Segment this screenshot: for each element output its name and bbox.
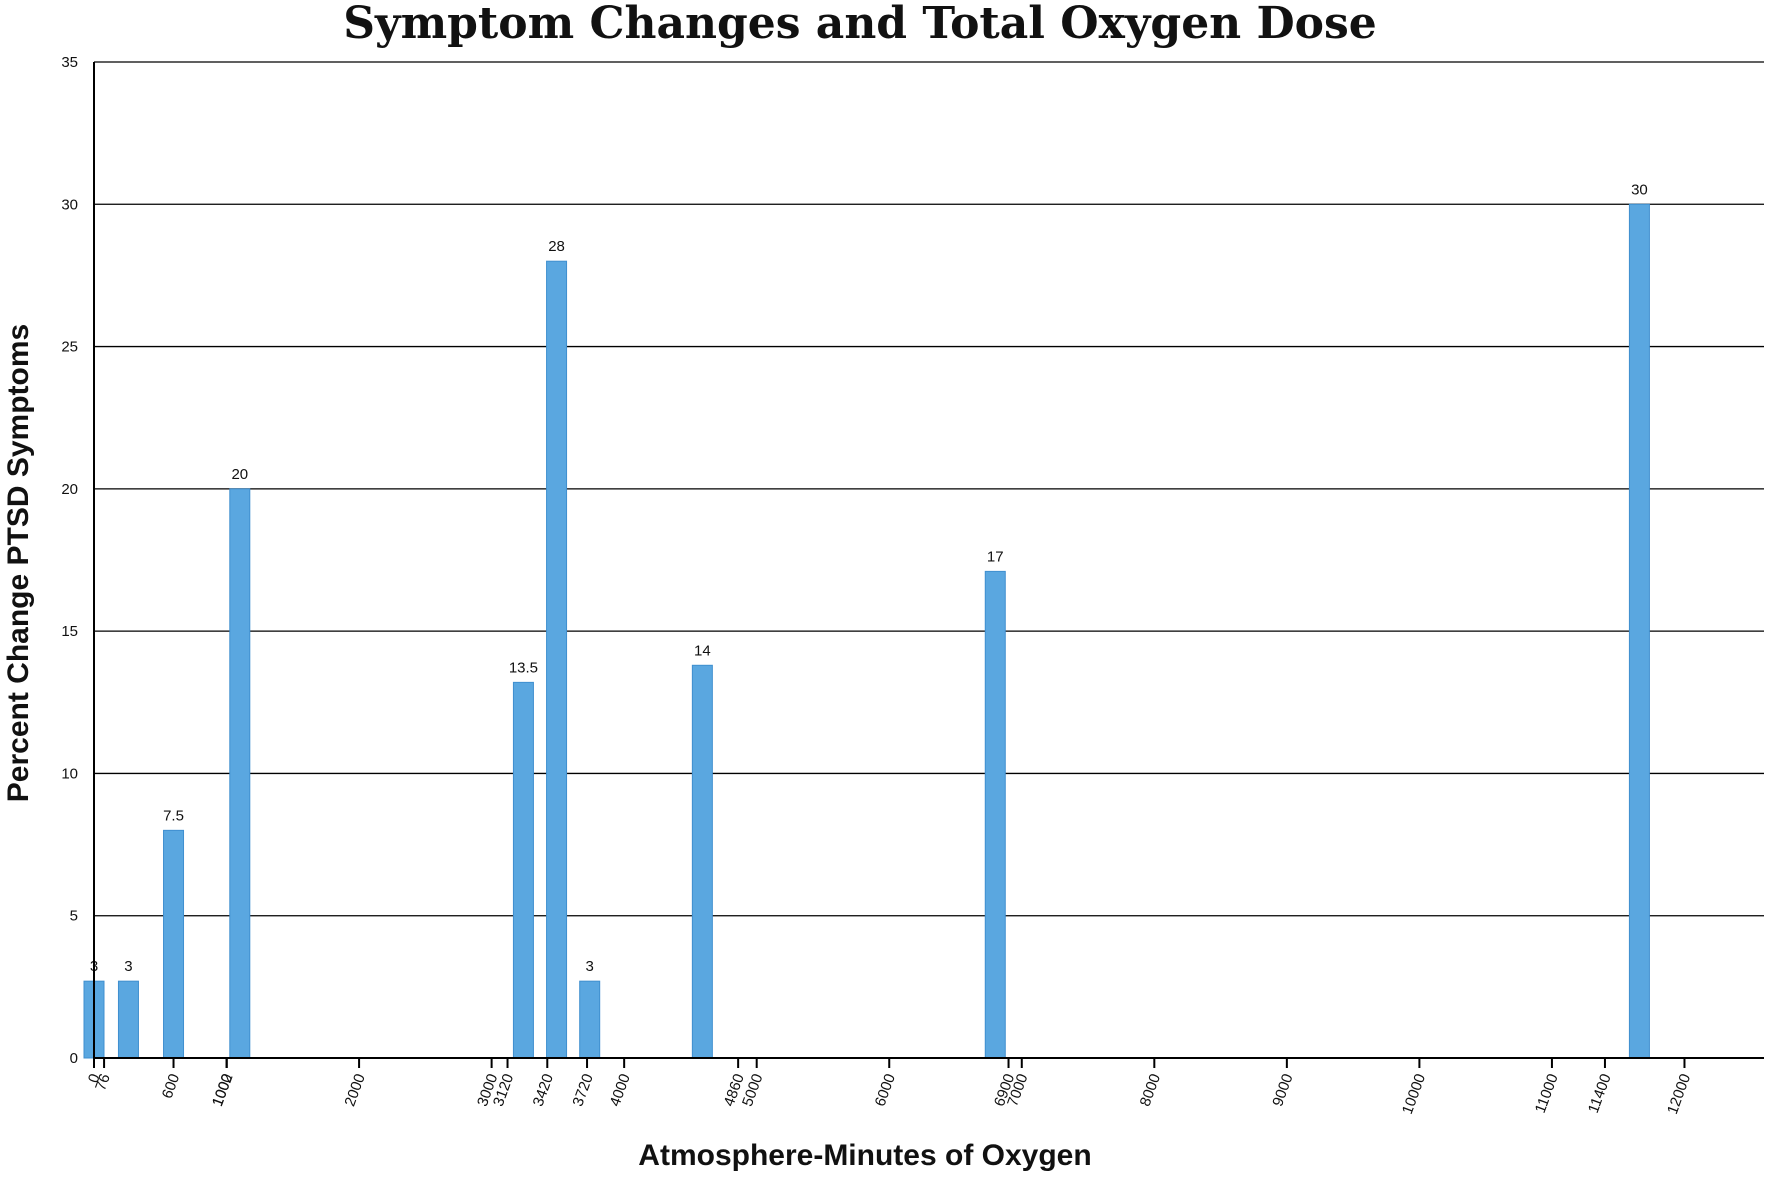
x-tick-label: 8000 <box>1137 1072 1164 1109</box>
x-tick-label: 1002 <box>209 1072 236 1109</box>
x-tick-label: 12000 <box>1664 1072 1694 1117</box>
x-tick-label: 9000 <box>1269 1072 1296 1109</box>
data-label-8: 17 <box>987 548 1004 565</box>
bar-1 <box>117 980 139 1059</box>
x-tick-label: 3720 <box>569 1072 596 1109</box>
y-axis-title: Percent Change PTSD Symptoms <box>2 324 35 802</box>
bar-4 <box>512 681 534 1059</box>
data-label-9: 30 <box>1631 181 1648 198</box>
x-axis-title: Atmosphere-Minutes of Oxygen <box>638 1139 1091 1172</box>
bar-9 <box>1628 203 1650 1059</box>
x-tick-label: 11400 <box>1585 1072 1615 1116</box>
x-tick-label: 600 <box>159 1072 184 1101</box>
bar-8 <box>984 570 1006 1059</box>
bar-5 <box>546 260 568 1059</box>
x-tick-label: 11000 <box>1532 1072 1562 1116</box>
y-tick-label: 30 <box>61 196 78 213</box>
x-tick-label: 4000 <box>607 1072 634 1109</box>
y-tick-label: 20 <box>61 481 78 498</box>
y-tick-label: 10 <box>61 765 78 782</box>
y-tick-label: 15 <box>61 623 78 640</box>
x-tick-label: 3420 <box>530 1072 557 1109</box>
y-tick-label: 25 <box>61 339 78 356</box>
bars <box>83 203 1650 1059</box>
bar-3 <box>229 488 251 1059</box>
bar-7 <box>691 664 713 1059</box>
data-label-6: 3 <box>586 958 594 975</box>
x-tick-label: 76 <box>92 1072 114 1093</box>
data-label-2: 7.5 <box>163 807 184 824</box>
data-label-7: 14 <box>694 642 711 659</box>
y-tick-label: 0 <box>70 1050 78 1067</box>
x-tick-label: 6000 <box>872 1072 899 1109</box>
chart-title: Symptom Changes and Total Oxygen Dose <box>343 0 1377 49</box>
data-label-1: 3 <box>124 958 132 975</box>
data-label-5: 28 <box>548 238 565 255</box>
y-tick-label: 35 <box>61 54 78 71</box>
y-tick-label: 5 <box>70 908 78 925</box>
data-label-4: 13.5 <box>509 659 538 676</box>
bar-6 <box>579 980 601 1059</box>
x-tick-label: 2000 <box>341 1072 368 1109</box>
x-tick-label: 10000 <box>1399 1072 1429 1117</box>
gridlines <box>94 61 1764 917</box>
bar-2 <box>163 829 185 1059</box>
data-label-3: 20 <box>231 466 248 483</box>
